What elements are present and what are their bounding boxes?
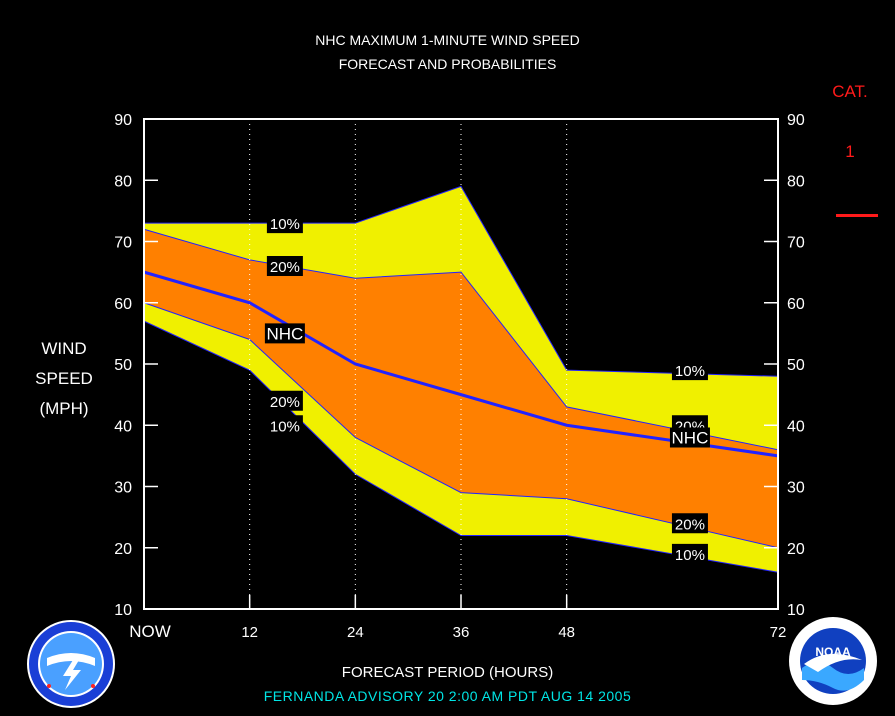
annotation-box <box>266 415 303 436</box>
y-tick-label-left: 50 <box>114 357 132 374</box>
band-edge-lower-10 <box>143 320 779 573</box>
x-axis-label: FORECAST PERIOD (HOURS) <box>341 664 554 681</box>
band-edge-lower-20 <box>143 302 779 549</box>
y-axis-label-line3: (MPH) <box>39 399 89 418</box>
y-tick-label-left: 80 <box>114 173 132 190</box>
advisory-text: FERNANDA ADVISORY 20 2:00 AM PDT AUG 14 … <box>263 688 632 704</box>
annotation-box <box>266 390 303 411</box>
annotation-label: 10% <box>675 547 705 564</box>
svg-text:NOAA: NOAA <box>815 645 851 659</box>
annotation-box <box>669 427 710 448</box>
y-tick-label-left: 20 <box>114 541 132 558</box>
chart-title-line1: NHC MAXIMUM 1-MINUTE WIND SPEED <box>315 32 580 48</box>
y-tick-label-right: 60 <box>787 296 805 313</box>
y-tick-label-left: 10 <box>114 602 132 619</box>
category-label: CAT. <box>832 82 868 101</box>
y-tick-label-right: 50 <box>787 357 805 374</box>
annotation-box <box>264 323 305 344</box>
annotation-label: 10% <box>675 363 705 380</box>
annotation-box <box>671 543 708 564</box>
y-tick-label-left: 60 <box>114 296 132 313</box>
x-tick-label: 48 <box>558 624 575 641</box>
y-axis-label-line1: WIND <box>41 339 87 358</box>
y-tick-label-right: 40 <box>787 418 805 435</box>
annotation-label: NHC <box>672 429 709 448</box>
y-tick-label-left: 40 <box>114 418 132 435</box>
x-tick-label: 12 <box>241 624 258 641</box>
x-tick-label: 72 <box>770 624 787 641</box>
annotation-label: 10% <box>270 418 300 435</box>
annotation-label: 20% <box>270 394 300 411</box>
inner-20pct-band <box>144 229 778 548</box>
y-axis-label-line2: SPEED <box>35 369 93 388</box>
y-tick-label-right: 10 <box>787 602 805 619</box>
x-tick-label: 24 <box>347 624 364 641</box>
annotation-label: 20% <box>270 259 300 276</box>
y-tick-label-right: 90 <box>787 112 805 129</box>
annotation-label: 20% <box>675 516 705 533</box>
nws-logo <box>27 620 115 708</box>
category-value: 1 <box>845 142 855 161</box>
annotation-box <box>266 213 303 234</box>
annotation-label: 10% <box>270 216 300 233</box>
annotation-box <box>671 360 708 381</box>
category-legend-line <box>836 214 878 217</box>
annotation-label: NHC <box>266 324 303 343</box>
x-tick-label: 36 <box>453 624 470 641</box>
nhc-forecast-line <box>143 270 779 458</box>
annotation-box <box>671 513 708 534</box>
annotation-box <box>266 256 303 276</box>
noaa-logo: NOAA <box>789 617 877 705</box>
y-tick-label-right: 80 <box>787 173 805 190</box>
y-tick-label-right: 70 <box>787 235 805 252</box>
chart-title-line2: FORECAST AND PROBABILITIES <box>338 56 557 72</box>
y-tick-label-right: 30 <box>787 480 805 497</box>
y-tick-label-left: 70 <box>114 235 132 252</box>
x-tick-label: NOW <box>129 622 171 641</box>
y-tick-label-left: 90 <box>114 112 132 129</box>
y-tick-label-left: 30 <box>114 480 132 497</box>
band-edge-upper-20 <box>143 228 779 451</box>
band-edge-upper-10 <box>144 185 779 377</box>
y-tick-label-right: 20 <box>787 541 805 558</box>
